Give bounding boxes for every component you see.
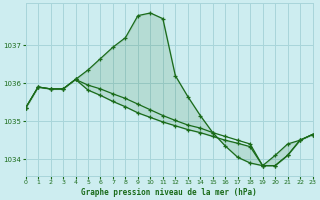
X-axis label: Graphe pression niveau de la mer (hPa): Graphe pression niveau de la mer (hPa) [81,188,257,197]
